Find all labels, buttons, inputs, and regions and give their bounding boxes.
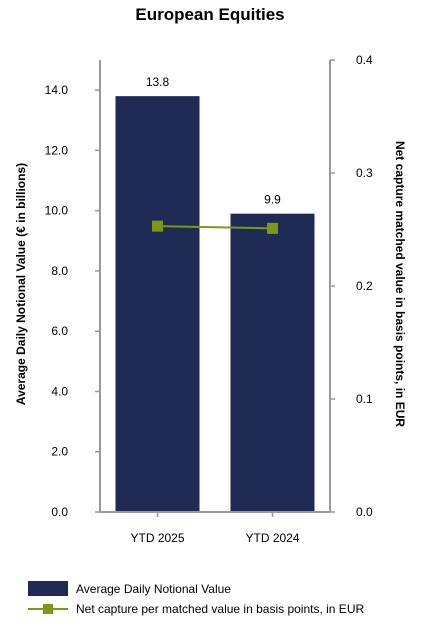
legend-line-marker xyxy=(43,604,53,614)
right-tick-label-0: 0.0 xyxy=(356,505,373,519)
left-tick-label-5: 10.0 xyxy=(45,204,69,218)
left-tick-label-0: 0.0 xyxy=(51,505,68,519)
legend-bar-label: Average Daily Notional Value xyxy=(76,582,231,596)
legend-bar-swatch xyxy=(28,581,68,596)
right-tick-label-1: 0.1 xyxy=(356,392,373,406)
bar-value-label-1: 9.9 xyxy=(264,193,281,207)
right-tick-label-2: 0.2 xyxy=(356,279,373,293)
chart-title: European Equities xyxy=(135,5,284,24)
left-tick-label-7: 14.0 xyxy=(45,83,69,97)
bar-value-label-0: 13.8 xyxy=(146,75,170,89)
line-series-path xyxy=(157,225,273,230)
data-labels-layer: 13.8 9.9 xyxy=(146,75,281,207)
bars-layer xyxy=(115,96,315,512)
left-y-ticks: 0.0 2.0 4.0 6.0 8.0 10.0 12.0 14.0 xyxy=(45,83,100,519)
left-tick-label-6: 12.0 xyxy=(45,143,69,157)
x-tick-label-1: YTD 2024 xyxy=(245,531,299,545)
legend: Average Daily Notional Value Net capture… xyxy=(28,581,364,616)
right-tick-label-3: 0.3 xyxy=(356,166,373,180)
x-axis-ticks: YTD 2025 YTD 2024 xyxy=(130,512,300,545)
line-point-0 xyxy=(152,220,163,232)
left-tick-label-2: 4.0 xyxy=(51,384,68,398)
left-y-axis-title: Average Daily Notional Value (€ in billi… xyxy=(14,163,28,405)
bar-1 xyxy=(230,213,315,512)
bar-0 xyxy=(115,96,200,512)
line-point-1 xyxy=(267,222,278,234)
right-tick-label-4: 0.4 xyxy=(356,53,373,67)
legend-line-label: Net capture per matched value in basis p… xyxy=(76,602,364,616)
line-series-layer xyxy=(152,220,278,234)
left-tick-label-1: 2.0 xyxy=(51,445,68,459)
right-y-axis-title: Net capture matched value in basis point… xyxy=(393,141,407,427)
left-tick-label-3: 6.0 xyxy=(51,324,68,338)
x-tick-label-0: YTD 2025 xyxy=(130,531,184,545)
right-y-ticks: 0.0 0.1 0.2 0.3 0.4 xyxy=(330,53,373,519)
left-tick-label-4: 8.0 xyxy=(51,264,68,278)
